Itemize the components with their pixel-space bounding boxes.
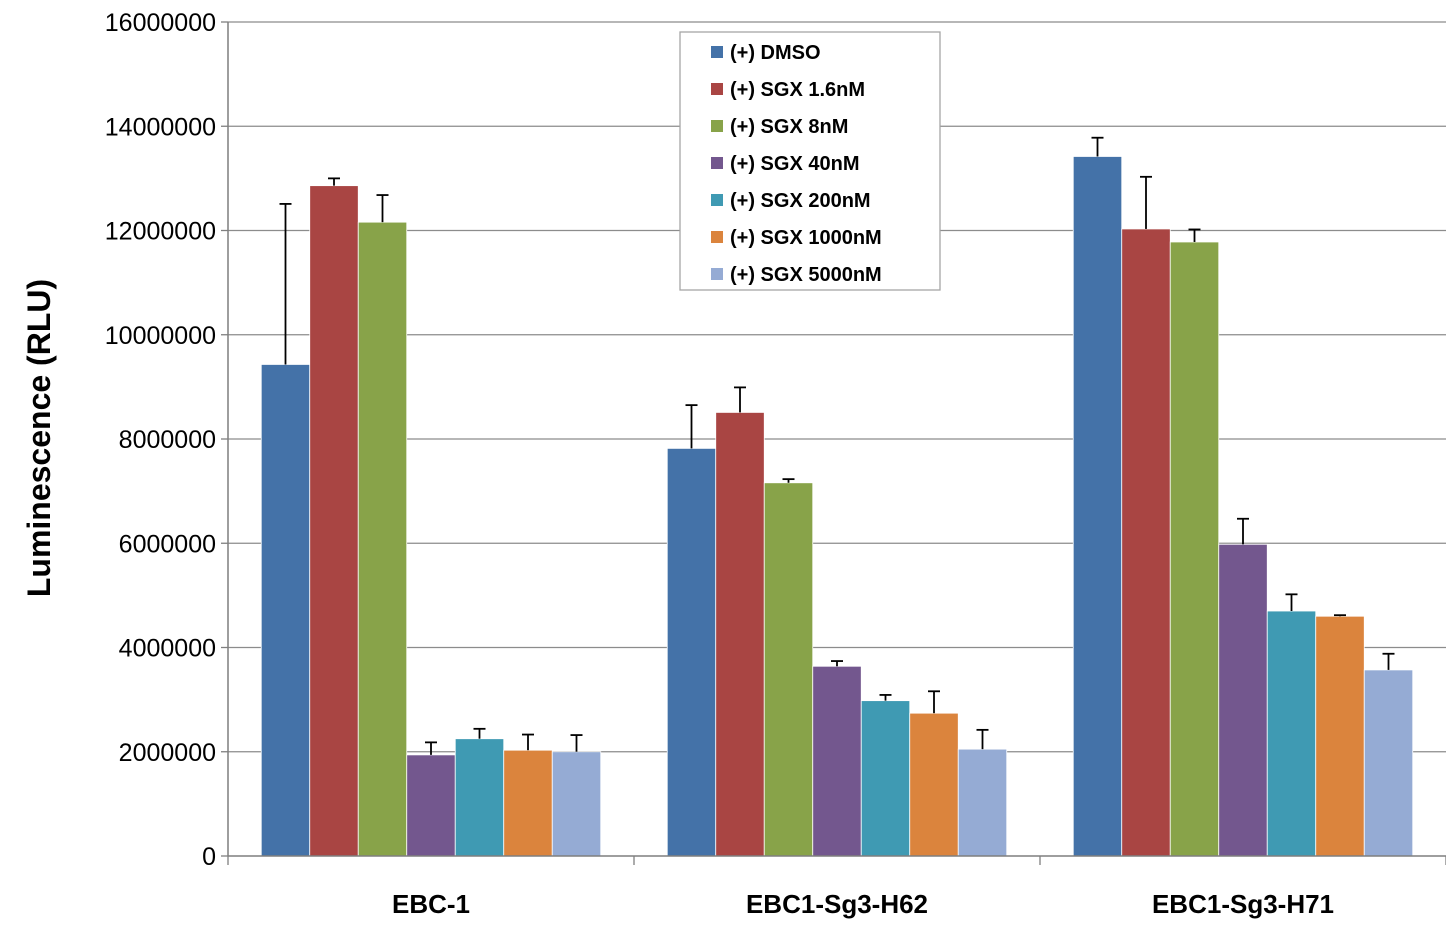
legend-item-label: (+) SGX 8nM (730, 116, 848, 138)
y-tick-label: 0 (202, 843, 216, 871)
legend-swatch (711, 231, 723, 243)
bar (1363, 669, 1414, 857)
y-axis-title: Luminescence (RLU) (21, 279, 57, 597)
y-tick-labels: 0 2000000 4000000 6000000 8000000 10000000 120… (105, 9, 216, 871)
legend-item-label: (+) SGX 1000nM (730, 227, 882, 249)
y-tick-label: 14000000 (105, 113, 216, 141)
legend-swatch (711, 120, 723, 132)
y-tick-label: 10000000 (105, 322, 216, 350)
x-category-label: EBC1-Sg3-H62 (746, 889, 928, 919)
bar (763, 482, 814, 857)
legend-swatch (711, 46, 723, 58)
legend-item-label: (+) SGX 200nM (730, 190, 871, 212)
legend-swatch (711, 83, 723, 95)
y-tick-label: 6000000 (119, 530, 216, 558)
y-tick-label: 2000000 (119, 739, 216, 767)
bar (666, 447, 717, 857)
bar (1121, 228, 1171, 857)
bar (260, 364, 311, 857)
bar (812, 665, 862, 857)
legend-item-label: (+) SGX 5000nM (730, 264, 882, 286)
bar (454, 738, 505, 857)
bars (260, 156, 1414, 857)
bar (715, 412, 765, 857)
y-tick-label: 8000000 (119, 426, 216, 454)
legend-item-label: (+) SGX 40nM (730, 153, 859, 175)
legend: (+) DMSO (+) SGX 1.6nM (+) SGX 8nM (+) SGX … (679, 31, 941, 291)
x-category-label: EBC1-Sg3-H71 (1152, 889, 1334, 919)
bar (1315, 615, 1365, 857)
legend-item-label: (+) DMSO (730, 42, 821, 64)
legend-swatch (711, 194, 723, 206)
legend-item-label: (+) SGX 1.6nM (730, 79, 865, 101)
x-category-label: EBC-1 (392, 889, 470, 919)
y-tick-label: 12000000 (105, 218, 216, 246)
legend-box (679, 31, 941, 291)
axes (221, 21, 1446, 865)
bar (551, 751, 602, 857)
bar (1218, 543, 1268, 857)
y-tick-label: 4000000 (119, 635, 216, 663)
bar (406, 754, 456, 857)
bar (503, 749, 553, 857)
error-bars (279, 136, 1395, 755)
legend-swatch (711, 157, 723, 169)
bar (309, 185, 359, 857)
bar (1169, 241, 1220, 857)
bar (1266, 610, 1317, 857)
y-tick-label: 16000000 (105, 9, 216, 37)
bar (1072, 156, 1123, 857)
x-category-labels: EBC-1 EBC1-Sg3-H62 EBC1-Sg3-H71 (392, 889, 1334, 919)
bar (860, 700, 911, 857)
bar (909, 712, 959, 857)
bar (957, 748, 1008, 857)
bar (357, 221, 408, 857)
legend-swatch (711, 268, 723, 280)
